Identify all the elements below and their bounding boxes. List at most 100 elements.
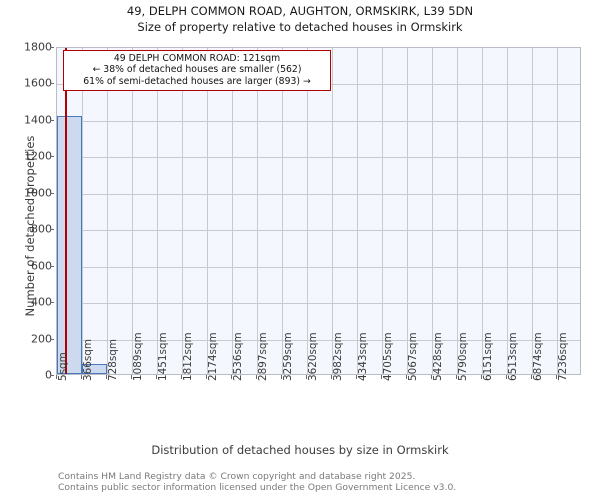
chart-subtitle: Size of property relative to detached ho…: [137, 20, 463, 34]
x-axis-tick-label: 1451sqm: [156, 332, 169, 381]
gridline-vertical: [532, 48, 533, 374]
x-axis-tick-label: 5790sqm: [456, 332, 469, 381]
gridline-vertical: [157, 48, 158, 374]
x-axis-tick-label: 2536sqm: [231, 332, 244, 381]
x-axis-tick-mark: [156, 375, 157, 379]
x-axis-tick-mark: [56, 375, 57, 379]
y-axis-tick-mark: [50, 47, 54, 48]
gridline-vertical: [257, 48, 258, 374]
chart-title-block: 49, DELPH COMMON ROAD, AUGHTON, ORMSKIRK…: [0, 4, 600, 35]
x-axis-tick-mark: [381, 375, 382, 379]
x-axis-tick-mark: [481, 375, 482, 379]
x-axis-tick-label: 4343sqm: [356, 332, 369, 381]
page-title: 49, DELPH COMMON ROAD, AUGHTON, ORMSKIRK…: [126, 4, 474, 18]
x-axis-tick-label: 2897sqm: [256, 332, 269, 381]
x-axis-tick-label: 6513sqm: [506, 332, 519, 381]
gridline-horizontal: [57, 230, 580, 232]
y-axis-tick-label: 400: [31, 295, 52, 309]
gridline-horizontal: [57, 120, 580, 122]
x-axis-tick-label: 728sqm: [106, 339, 119, 381]
y-axis-tick-label: 800: [31, 222, 52, 236]
y-axis-tick-label: 200: [31, 332, 52, 346]
y-axis-tick-label: 1200: [24, 149, 52, 163]
attribution-footer: Contains HM Land Registry data © Crown c…: [58, 471, 457, 493]
x-axis-tick-mark: [106, 375, 107, 379]
gridline-vertical: [357, 48, 358, 374]
gridline-vertical: [332, 48, 333, 374]
footer-line-1: Contains HM Land Registry data © Crown c…: [58, 471, 416, 482]
y-axis-tick-mark: [50, 302, 54, 304]
gridline-vertical: [307, 48, 308, 374]
x-axis-tick-mark: [131, 375, 132, 379]
y-axis-tick-label: 1600: [24, 76, 52, 90]
x-axis-tick-mark: [556, 375, 557, 379]
x-axis-tick-mark: [431, 375, 432, 379]
y-axis-tick-mark: [50, 265, 54, 267]
x-axis-tick-label: 5428sqm: [431, 332, 444, 381]
y-axis-tick-mark: [50, 375, 54, 376]
property-annotation-box: 49 DELPH COMMON ROAD: 121sqm ← 38% of det…: [63, 50, 332, 92]
x-axis-tick-label: 3982sqm: [331, 332, 344, 381]
x-axis-tick-mark: [256, 375, 257, 379]
x-axis-tick-mark: [306, 375, 307, 379]
y-axis-tick-label: 0: [45, 368, 52, 382]
x-axis: 5sqm 366sqm 728sqm 1089sqm 1451sqm 1812sqm 217…: [56, 332, 581, 437]
gridline-vertical: [107, 48, 108, 374]
y-axis-tick-mark: [50, 229, 54, 231]
histogram-bar: [57, 115, 82, 374]
x-axis-tick-mark: [456, 375, 457, 379]
x-axis-tick-label: 7236sqm: [556, 332, 569, 381]
x-axis-tick-mark: [531, 375, 532, 379]
footer-line-2: Contains public sector information licen…: [58, 481, 457, 493]
x-axis-tick-label: 3620sqm: [306, 332, 319, 381]
y-axis-tick-mark: [50, 83, 54, 85]
gridline-vertical: [382, 48, 383, 374]
x-axis-tick-label: 1812sqm: [181, 332, 194, 381]
x-axis-tick-mark: [331, 375, 332, 379]
gridline-horizontal: [57, 303, 580, 305]
x-axis-label: Distribution of detached houses by size …: [151, 443, 449, 457]
x-axis-tick-label: 3259sqm: [281, 332, 294, 381]
plot-area: 49 DELPH COMMON ROAD: 121sqm ← 38% of det…: [56, 47, 581, 375]
x-axis-tick-label: 366sqm: [81, 339, 94, 381]
gridline-vertical: [282, 48, 283, 374]
x-axis-tick-label: 5067sqm: [406, 332, 419, 381]
x-axis-tick-mark: [206, 375, 207, 379]
x-axis-tick-mark: [506, 375, 507, 379]
x-axis-tick-label: 1089sqm: [131, 332, 144, 381]
x-axis-tick-mark: [81, 375, 82, 379]
gridline-vertical: [132, 48, 133, 374]
x-axis-tick-label: 5sqm: [56, 352, 69, 381]
x-axis-tick-label: 6874sqm: [531, 332, 544, 381]
x-axis-tick-mark: [406, 375, 407, 379]
y-axis: Number of detached properties 0 200 400 600…: [0, 41, 54, 382]
gridline-horizontal: [57, 193, 580, 195]
histogram-bar: [82, 363, 107, 374]
gridline-vertical: [232, 48, 233, 374]
y-axis-tick-mark: [50, 156, 54, 158]
gridline-vertical: [182, 48, 183, 374]
gridline-vertical: [507, 48, 508, 374]
gridline-horizontal: [57, 266, 580, 268]
annotation-line-1: 49 DELPH COMMON ROAD: 121sqm: [113, 53, 281, 64]
annotation-line-2: ← 38% of detached houses are smaller (56…: [92, 64, 302, 76]
y-axis-tick-label: 1000: [24, 186, 52, 200]
y-axis-tick-mark: [50, 119, 54, 121]
x-axis-tick-mark: [181, 375, 182, 379]
y-axis-tick-label: 600: [31, 259, 52, 273]
gridline-vertical: [407, 48, 408, 374]
property-size-marker-line: [65, 48, 68, 374]
y-axis-tick-mark: [50, 338, 54, 340]
x-axis-tick-label: 2174sqm: [206, 332, 219, 381]
annotation-line-3: 61% of semi-detached houses are larger (…: [83, 75, 311, 87]
x-axis-tick-mark: [356, 375, 357, 379]
x-axis-tick-mark: [281, 375, 282, 379]
gridline-horizontal: [57, 339, 580, 341]
y-axis-tick-label: 1800: [24, 40, 52, 54]
gridline-horizontal: [57, 157, 580, 159]
y-axis-tick-label: 1400: [24, 113, 52, 127]
gridline-vertical: [482, 48, 483, 374]
gridline-vertical: [432, 48, 433, 374]
gridline-vertical: [557, 48, 558, 374]
